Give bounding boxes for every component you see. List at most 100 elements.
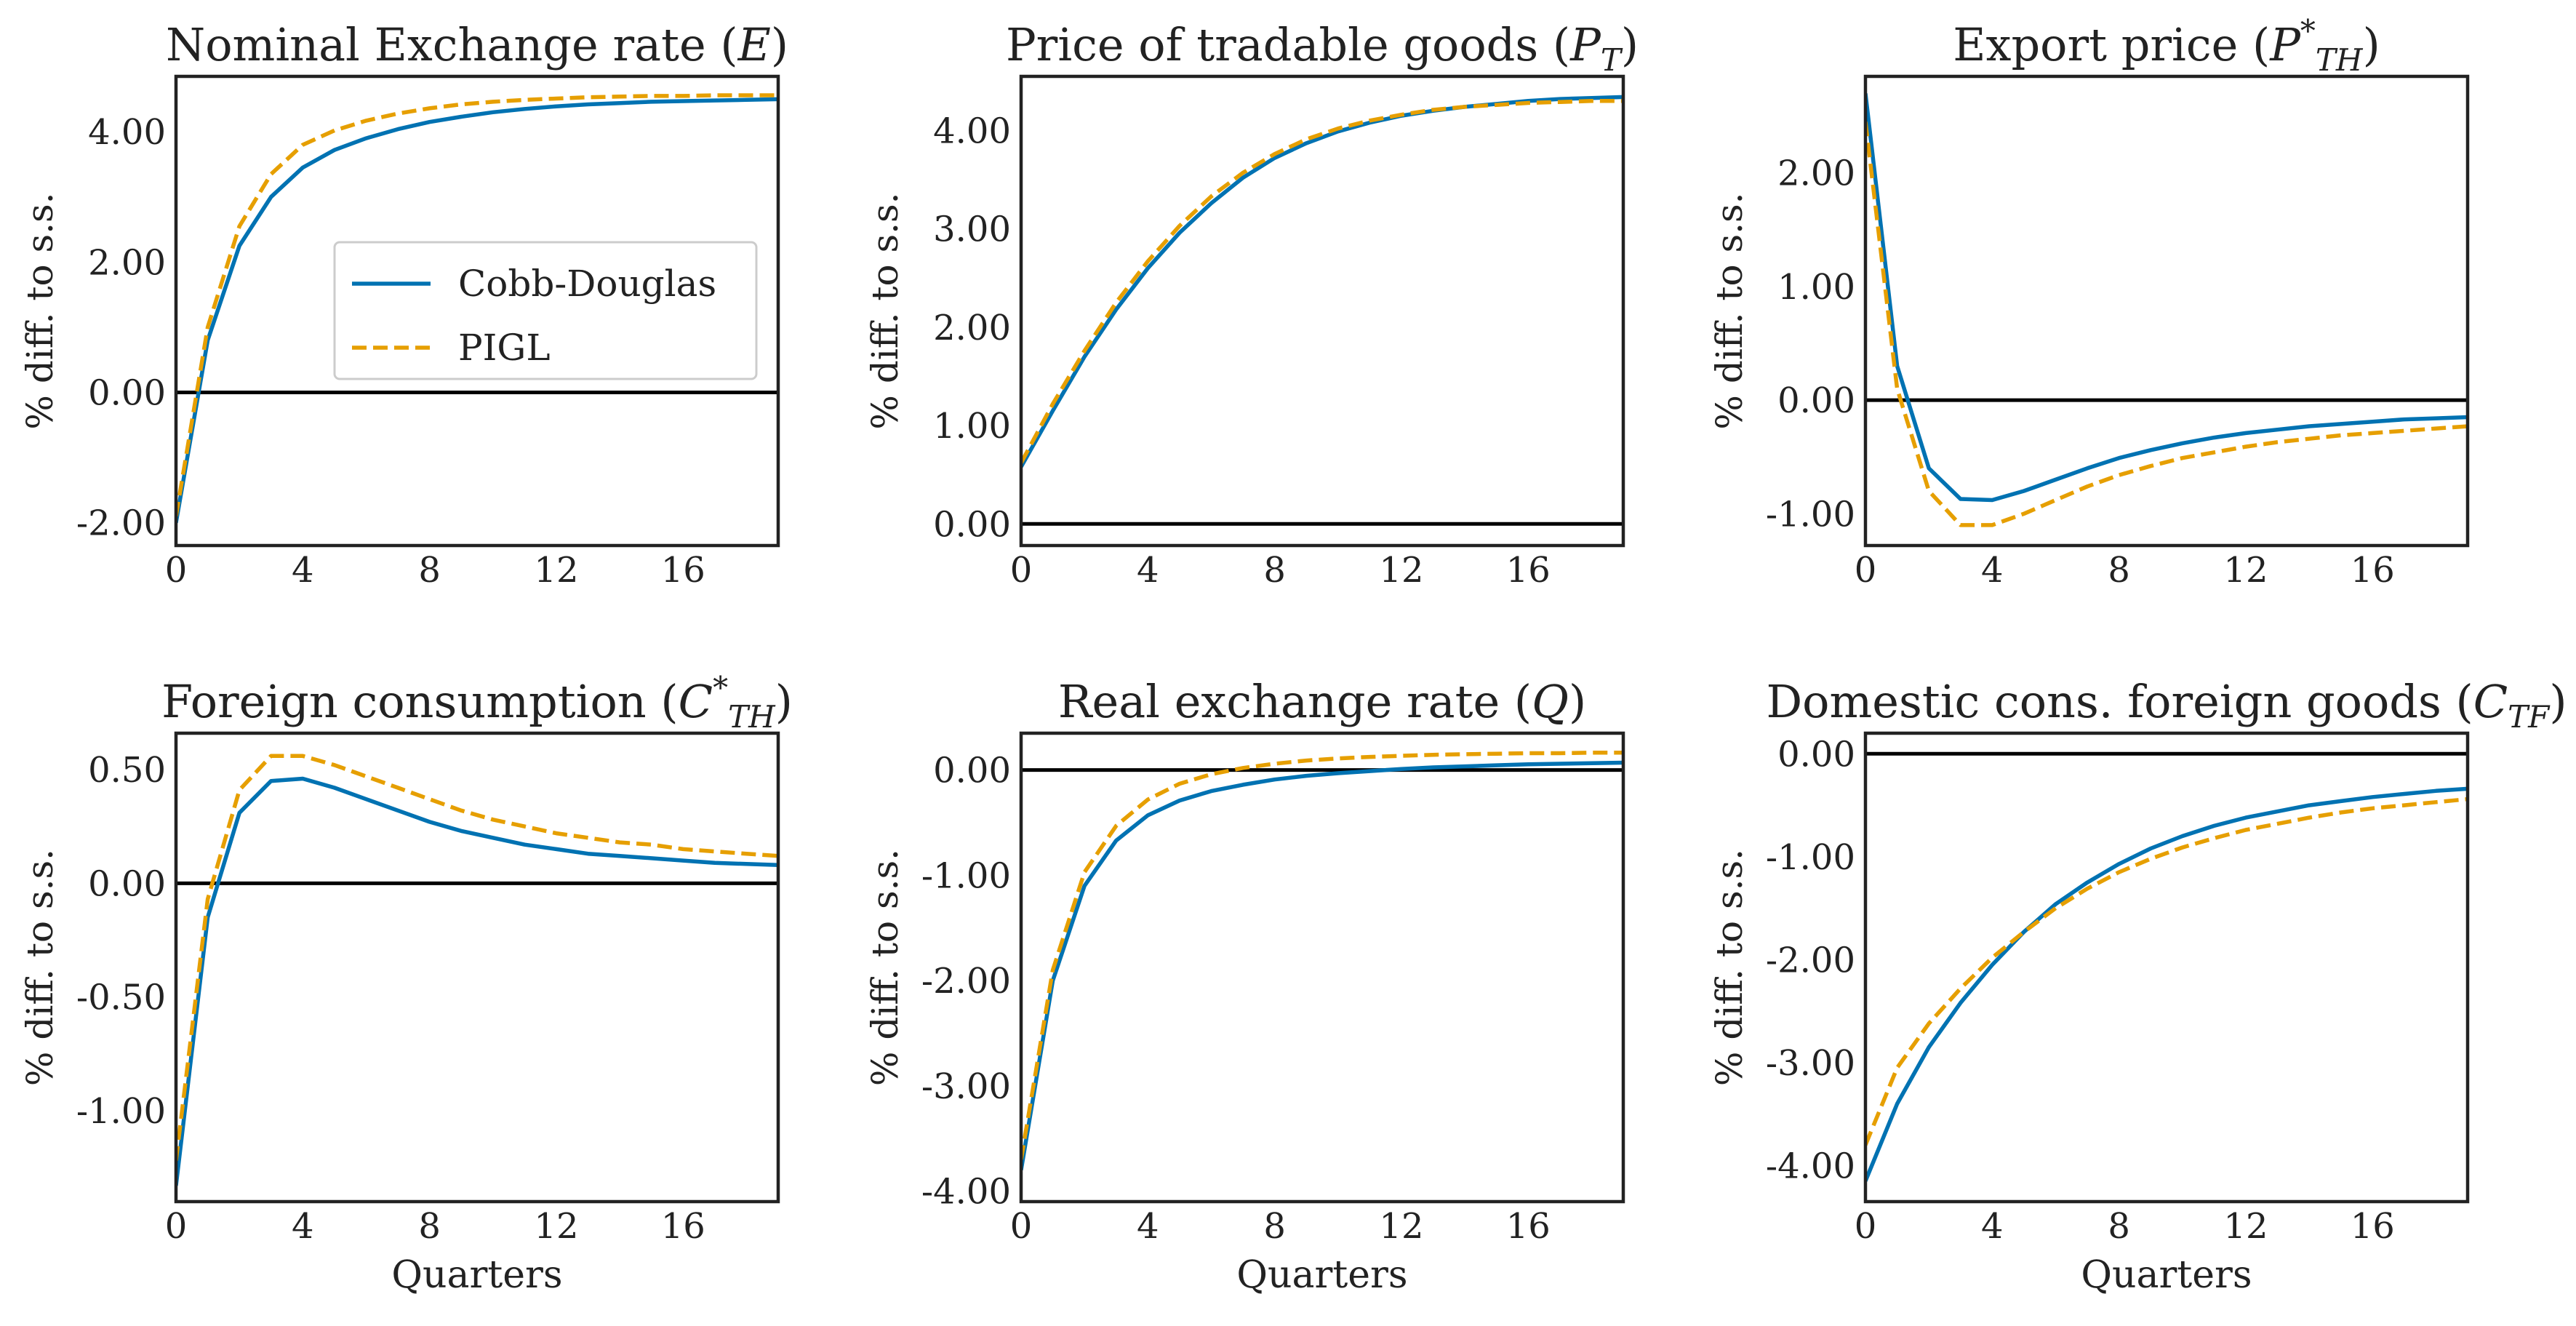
y-tick-label: -4.00 xyxy=(1766,1146,1855,1186)
y-tick-label: -4.00 xyxy=(921,1172,1011,1213)
y-axis-label: % diff. to s.s. xyxy=(864,849,906,1086)
y-axis-label: % diff. to s.s. xyxy=(864,192,906,429)
series-line-pigl xyxy=(1865,121,2468,527)
y-tick-label: 1.00 xyxy=(1777,267,1855,308)
y-tick-label: -2.00 xyxy=(921,961,1011,1002)
legend-label: Cobb-Douglas xyxy=(458,263,716,305)
x-tick-label: 16 xyxy=(661,1206,705,1247)
x-tick-label: 12 xyxy=(1379,550,1423,591)
x-tick-label: 4 xyxy=(1981,550,2004,591)
x-tick-label: 4 xyxy=(1137,1206,1159,1247)
y-tick-label: 2.00 xyxy=(88,242,166,283)
panel-title: Domestic cons. foreign goods (CTF) xyxy=(1766,675,2567,735)
x-tick-label: 12 xyxy=(2223,1206,2268,1247)
y-tick-label: 2.00 xyxy=(933,308,1011,348)
panel-3: 0 4 8 12 16 -1.00 0.00 1.00 2.00 % diff. to s.s. E… xyxy=(1708,13,2470,591)
y-axis-label: % diff. to s.s. xyxy=(1708,192,1751,429)
plot-area xyxy=(176,754,778,1186)
y-tick-label: 0.00 xyxy=(1777,380,1855,421)
x-tick-label: 0 xyxy=(1855,1206,1877,1247)
x-tick-label: 4 xyxy=(1137,550,1159,591)
x-tick-label: 8 xyxy=(418,1206,441,1247)
axes-frame xyxy=(174,731,780,1204)
panel-6: 0 4 8 12 16 -4.00 -3.00 -2.00 -1.00 0.00 % diff. t… xyxy=(1708,675,2567,1297)
y-tick-label: 0.00 xyxy=(1777,734,1855,775)
y-tick-label: 0.00 xyxy=(88,372,166,413)
y-tick-label: 4.00 xyxy=(933,111,1011,151)
x-tick-label: 0 xyxy=(165,550,188,591)
axes-frame xyxy=(174,74,780,548)
y-tick-label: -3.00 xyxy=(1766,1043,1855,1084)
panel-4: 0 4 8 12 16 -1.00 -0.50 0.00 0.50 % diff. to s.s.… xyxy=(19,670,793,1297)
x-tick-label: 4 xyxy=(292,1206,314,1247)
y-axis-label: % diff. to s.s. xyxy=(1708,849,1751,1086)
series-line-pigl xyxy=(1865,796,2468,1146)
legend-label: PIGL xyxy=(458,327,551,369)
x-tick-label: 0 xyxy=(1855,550,1877,591)
x-tick-label: 8 xyxy=(2108,1206,2130,1247)
panel-5: 0 4 8 12 16 -4.00 -3.00 -2.00 -1.00 0.00 % diff. t… xyxy=(864,675,1625,1297)
x-tick-label: 16 xyxy=(1506,1206,1551,1247)
panel-title: Real exchange rate (Q) xyxy=(1058,675,1586,728)
y-tick-label: 0.50 xyxy=(88,750,166,791)
x-tick-label: 8 xyxy=(1263,550,1286,591)
panel-1: 0 4 8 12 16 -2.00 0.00 2.00 4.00 % diff. to s.s. N… xyxy=(19,18,788,591)
y-tick-label: 4.00 xyxy=(88,112,166,153)
panel-title: Export price (P*TH) xyxy=(1953,13,2380,78)
series-line-cobb-douglas xyxy=(176,776,778,1186)
series-line-cobb-douglas xyxy=(176,97,778,524)
series-line-pigl xyxy=(1021,99,1623,464)
x-tick-label: 16 xyxy=(2351,550,2395,591)
plot-area xyxy=(1021,751,1623,1171)
panel-title: Foreign consumption (C*TH) xyxy=(161,670,793,735)
x-tick-label: 8 xyxy=(418,550,441,591)
x-tick-label: 16 xyxy=(2351,1206,2395,1247)
series-line-pigl xyxy=(176,93,778,517)
x-tick-label: 8 xyxy=(2108,550,2130,591)
series-line-cobb-douglas xyxy=(1021,760,1623,1171)
x-tick-label: 12 xyxy=(534,550,578,591)
axes-frame xyxy=(1863,731,2470,1204)
y-axis-label: % diff. to s.s. xyxy=(19,849,61,1086)
plot-area xyxy=(1865,786,2468,1182)
panel-title: Price of tradable goods (PT) xyxy=(1006,18,1639,78)
x-tick-label: 12 xyxy=(534,1206,578,1247)
plot-area xyxy=(1865,93,2468,527)
y-tick-label: 0.00 xyxy=(933,751,1011,791)
plot-area xyxy=(1021,95,1623,468)
y-tick-label: -1.00 xyxy=(1766,837,1855,878)
x-tick-label: 16 xyxy=(1506,550,1551,591)
x-axis-label: Quarters xyxy=(1236,1253,1407,1297)
y-tick-label: 1.00 xyxy=(933,406,1011,447)
series-line-cobb-douglas xyxy=(1865,93,2468,503)
y-tick-label: -0.50 xyxy=(76,978,166,1018)
x-tick-label: 4 xyxy=(292,550,314,591)
plot-area xyxy=(176,93,778,524)
y-tick-label: 0.00 xyxy=(88,863,166,904)
y-tick-label: -2.00 xyxy=(76,503,166,544)
y-tick-label: -1.00 xyxy=(76,1091,166,1132)
series-line-cobb-douglas xyxy=(1865,786,2468,1182)
legend-box xyxy=(333,241,758,380)
y-tick-label: -1.00 xyxy=(921,855,1011,896)
y-tick-label: -1.00 xyxy=(1766,494,1855,535)
x-tick-label: 0 xyxy=(1010,550,1033,591)
series-line-cobb-douglas xyxy=(1021,95,1623,468)
y-tick-label: -2.00 xyxy=(1766,940,1855,980)
x-tick-label: 0 xyxy=(1010,1206,1033,1247)
y-tick-label: -3.00 xyxy=(921,1066,1011,1107)
series-line-pigl xyxy=(1021,751,1623,1160)
x-axis-label: Quarters xyxy=(391,1253,562,1297)
axes-frame xyxy=(1019,74,1625,548)
axes-frame xyxy=(1863,74,2470,548)
x-tick-label: 12 xyxy=(1379,1206,1423,1247)
x-tick-label: 8 xyxy=(1263,1206,1286,1247)
panel-2: 0 4 8 12 16 0.00 1.00 2.00 3.00 4.00 % diff. to s.… xyxy=(864,18,1639,591)
x-tick-label: 12 xyxy=(2223,550,2268,591)
y-tick-label: 2.00 xyxy=(1777,153,1855,194)
y-tick-label: 0.00 xyxy=(933,504,1011,545)
y-tick-label: 3.00 xyxy=(933,209,1011,250)
y-axis-label: % diff. to s.s. xyxy=(19,192,61,429)
x-tick-label: 16 xyxy=(661,550,705,591)
